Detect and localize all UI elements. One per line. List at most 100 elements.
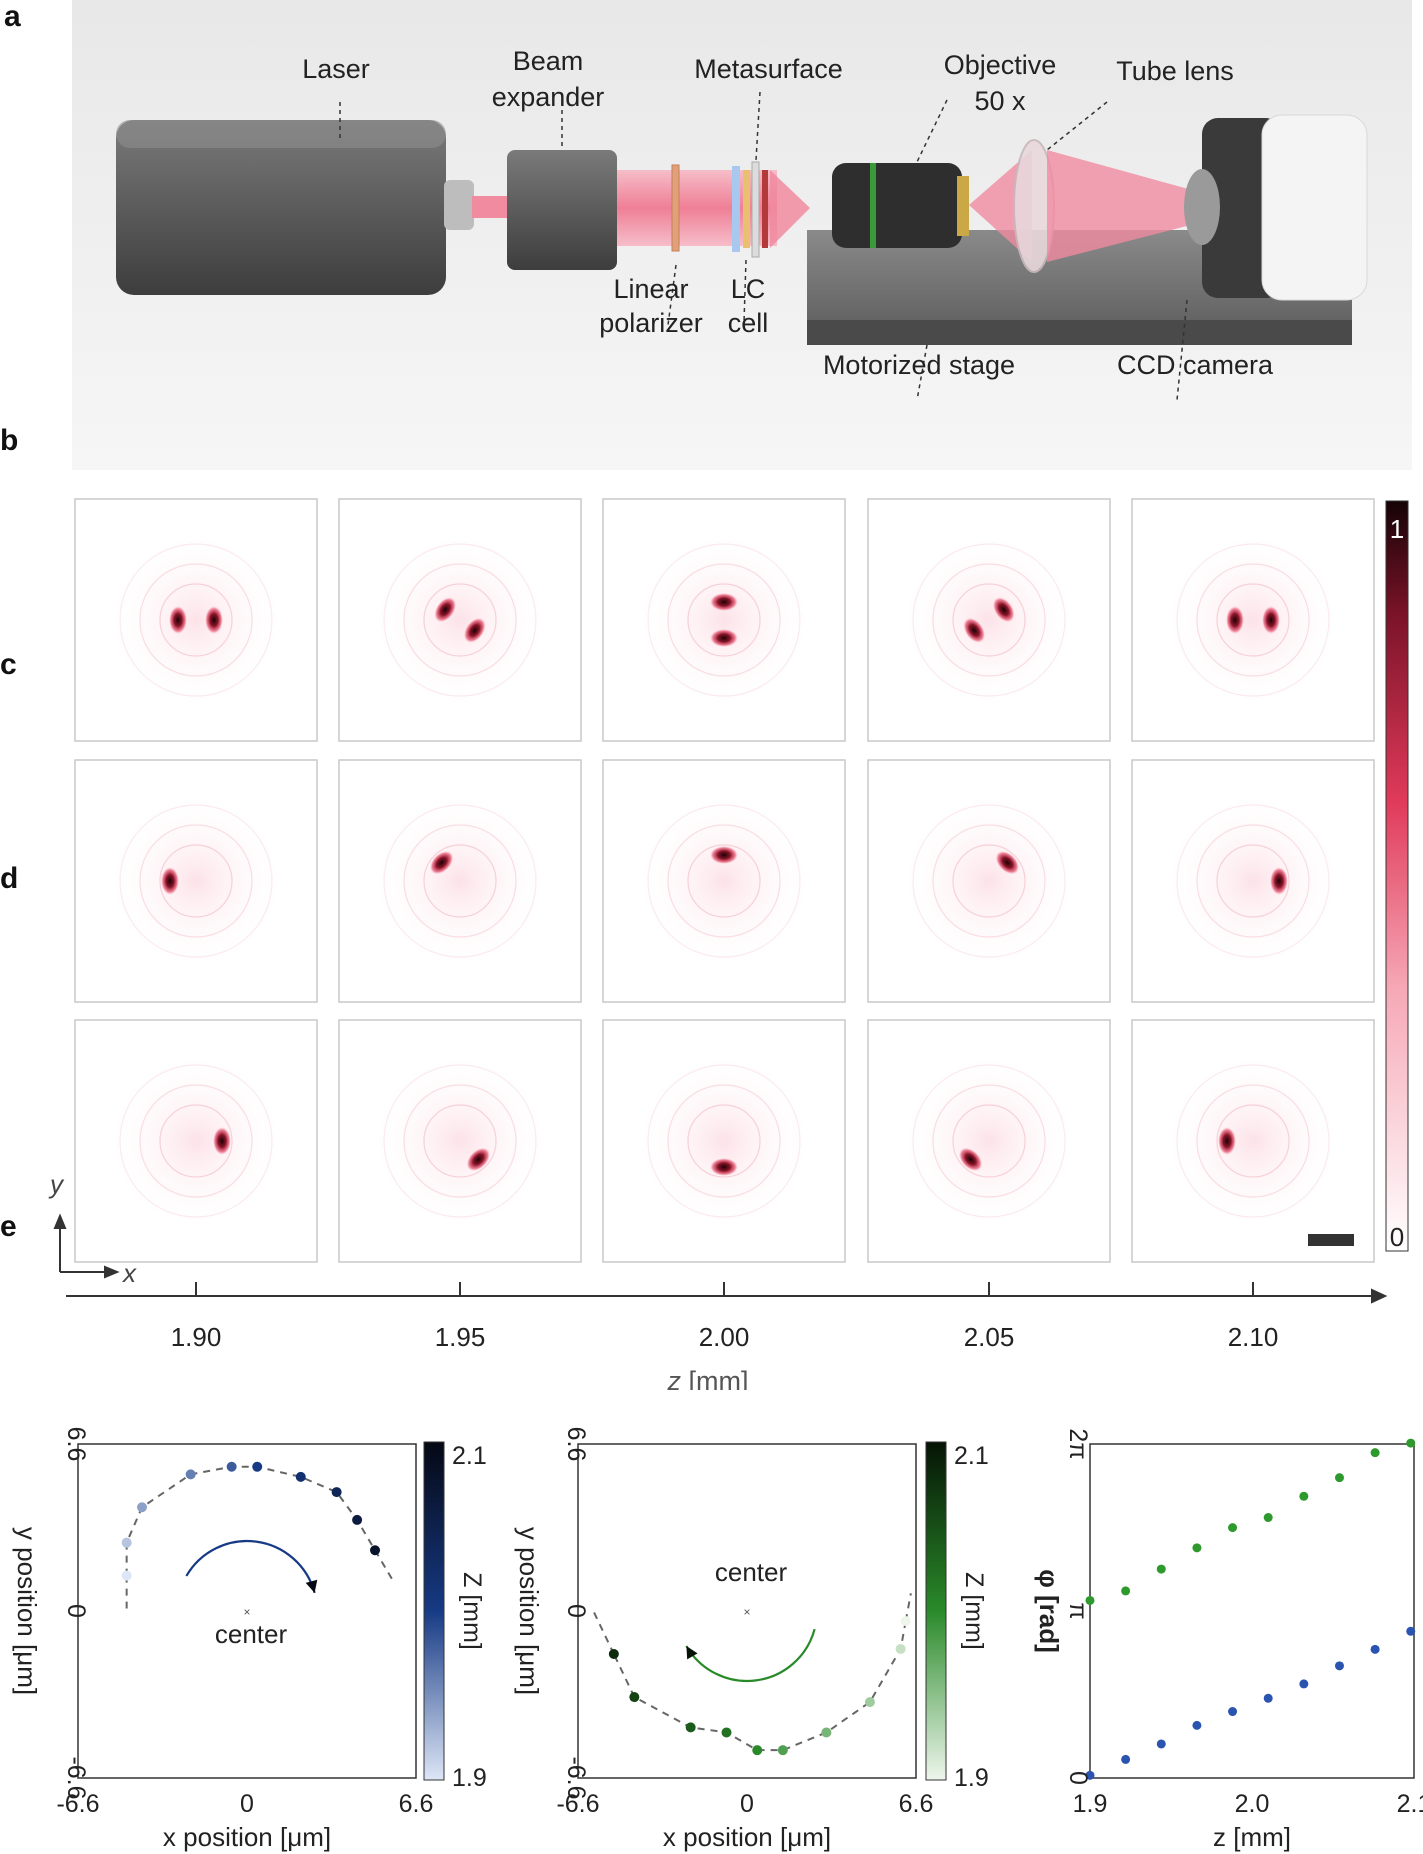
y-axis-label: φ [rad] bbox=[1034, 1569, 1064, 1653]
intensity-tile-c-5 bbox=[1132, 760, 1374, 1002]
intensity-lobe bbox=[710, 846, 738, 864]
intensity-lobe bbox=[1226, 606, 1244, 634]
colorbar-max: 2.1 bbox=[954, 1442, 989, 1470]
trajectory-point bbox=[722, 1727, 732, 1737]
chart-g: 1.92.02.10π2πz [mm]φ [rad] bbox=[1000, 1200, 1423, 1854]
phase-point-green bbox=[1264, 1513, 1273, 1522]
objective-body bbox=[832, 163, 962, 248]
x-tick-label: 6.6 bbox=[399, 1790, 434, 1818]
intensity-tile-b-1 bbox=[75, 499, 317, 741]
trajectory-point bbox=[122, 1571, 132, 1581]
lc-cell-plate bbox=[732, 166, 740, 252]
objective-tip bbox=[957, 176, 969, 236]
intensity-lobe bbox=[161, 867, 179, 895]
y-tick-label: 0 bbox=[1064, 1771, 1092, 1785]
y-tick-label: -6.6 bbox=[62, 1756, 90, 1799]
y-tick-label: 6.6 bbox=[562, 1427, 590, 1462]
phase-point-green bbox=[1335, 1473, 1344, 1482]
y-tick-label: 0 bbox=[62, 1604, 90, 1618]
trajectory-point bbox=[252, 1462, 262, 1472]
x-tick-label: 0 bbox=[740, 1790, 754, 1818]
y-tick-label: 0 bbox=[562, 1604, 590, 1618]
phase-point-blue bbox=[1299, 1679, 1308, 1688]
axis-y-label: y bbox=[48, 1169, 65, 1199]
intensity-tile-c-4 bbox=[868, 760, 1110, 1002]
trajectory-point bbox=[186, 1469, 196, 1479]
trajectory-point bbox=[296, 1472, 306, 1482]
label-tube-lens: Tube lens bbox=[1100, 52, 1250, 90]
phase-point-green bbox=[1157, 1565, 1166, 1574]
trajectory-point bbox=[901, 1616, 911, 1626]
phase-point-blue bbox=[1335, 1661, 1344, 1670]
colorbar-label: Z [mm] bbox=[458, 1572, 486, 1650]
label-ccd-camera: CCD camera bbox=[1110, 346, 1280, 384]
metasurface-pattern bbox=[762, 170, 768, 248]
label-lc-cell-line1: LC bbox=[718, 270, 778, 308]
trajectory-point bbox=[896, 1644, 906, 1654]
y-tick-label: 6.6 bbox=[62, 1427, 90, 1462]
phase-point-blue bbox=[1121, 1755, 1130, 1764]
x-tick-label: 1.9 bbox=[1073, 1790, 1108, 1818]
center-label: center bbox=[215, 1619, 288, 1649]
objective-ring bbox=[870, 163, 876, 248]
y-tick-label: 2π bbox=[1064, 1428, 1092, 1459]
colorbar-label: Z [mm] bbox=[960, 1572, 988, 1650]
phase-point-blue bbox=[1228, 1707, 1237, 1716]
label-metasurface: Metasurface bbox=[676, 50, 861, 88]
y-axis-label: y position [μm] bbox=[514, 1527, 544, 1695]
trajectory-point bbox=[122, 1538, 132, 1548]
intensity-tile-b-4 bbox=[868, 499, 1110, 741]
label-objective-line2: 50 x bbox=[940, 82, 1060, 120]
phase-point-green bbox=[1406, 1439, 1415, 1448]
x-tick-label: 0 bbox=[240, 1790, 254, 1818]
plot-frame bbox=[1090, 1444, 1414, 1778]
colorbar-min: 1.9 bbox=[954, 1764, 989, 1792]
trajectory-point bbox=[778, 1745, 788, 1755]
intensity-tile-b-3 bbox=[603, 499, 845, 741]
ccd-camera-housing bbox=[1262, 115, 1367, 300]
y-axis-label: y position [μm] bbox=[12, 1527, 42, 1695]
phase-point-green bbox=[1192, 1543, 1201, 1552]
colorbar-min: 1.9 bbox=[452, 1764, 487, 1792]
lc-cell-layer bbox=[743, 170, 750, 248]
intensity-tile-c-3 bbox=[603, 760, 845, 1002]
y-tick-label: -6.6 bbox=[562, 1756, 590, 1799]
label-laser: Laser bbox=[286, 50, 386, 88]
trajectory-point bbox=[137, 1502, 147, 1512]
trajectory-point bbox=[821, 1727, 831, 1737]
intensity-tile-b-2 bbox=[339, 499, 581, 741]
colorbar-max-label: 1 bbox=[1390, 514, 1404, 544]
intensity-lobe bbox=[710, 1158, 738, 1176]
trajectory-point bbox=[332, 1487, 342, 1497]
intensity-lobe bbox=[169, 606, 187, 634]
intensity-tile-c-2 bbox=[339, 760, 581, 1002]
panel-label-a: a bbox=[4, 0, 21, 34]
trajectory-point bbox=[629, 1692, 639, 1702]
label-beam-expander-line2: expander bbox=[474, 78, 622, 116]
trajectory-point bbox=[609, 1649, 619, 1659]
intensity-lobe bbox=[1262, 606, 1280, 634]
x-tick-label: 2.0 bbox=[1235, 1790, 1270, 1818]
trajectory-point bbox=[370, 1545, 380, 1555]
intensity-lobe bbox=[205, 606, 223, 634]
chart-e: ×center-6.6 0 6.6-6.606.6x position [μm]y … bbox=[0, 1200, 500, 1854]
trajectory-point bbox=[752, 1745, 762, 1755]
intensity-tile-b-5 bbox=[1132, 499, 1374, 741]
x-tick-label: 2.1 bbox=[1397, 1790, 1423, 1818]
y-tick-label: π bbox=[1064, 1602, 1092, 1619]
label-objective-line1: Objective bbox=[920, 46, 1080, 84]
intensity-tile-c-1 bbox=[75, 760, 317, 1002]
beam-expander-body bbox=[507, 150, 617, 270]
trajectory-point bbox=[865, 1697, 875, 1707]
label-lc-cell-line2: cell bbox=[718, 304, 778, 342]
intensity-lobe bbox=[710, 593, 738, 611]
label-linear-polarizer-line2: polarizer bbox=[582, 304, 720, 342]
label-beam-expander-line1: Beam bbox=[488, 42, 608, 80]
center-mark: × bbox=[743, 1605, 750, 1619]
label-motorized-stage: Motorized stage bbox=[806, 346, 1032, 384]
laser-aperture bbox=[444, 180, 474, 230]
x-tick-label: 6.6 bbox=[899, 1790, 934, 1818]
metasurface-plate bbox=[752, 162, 759, 257]
z-colorbar bbox=[424, 1442, 444, 1780]
ccd-camera-window bbox=[1184, 169, 1220, 245]
